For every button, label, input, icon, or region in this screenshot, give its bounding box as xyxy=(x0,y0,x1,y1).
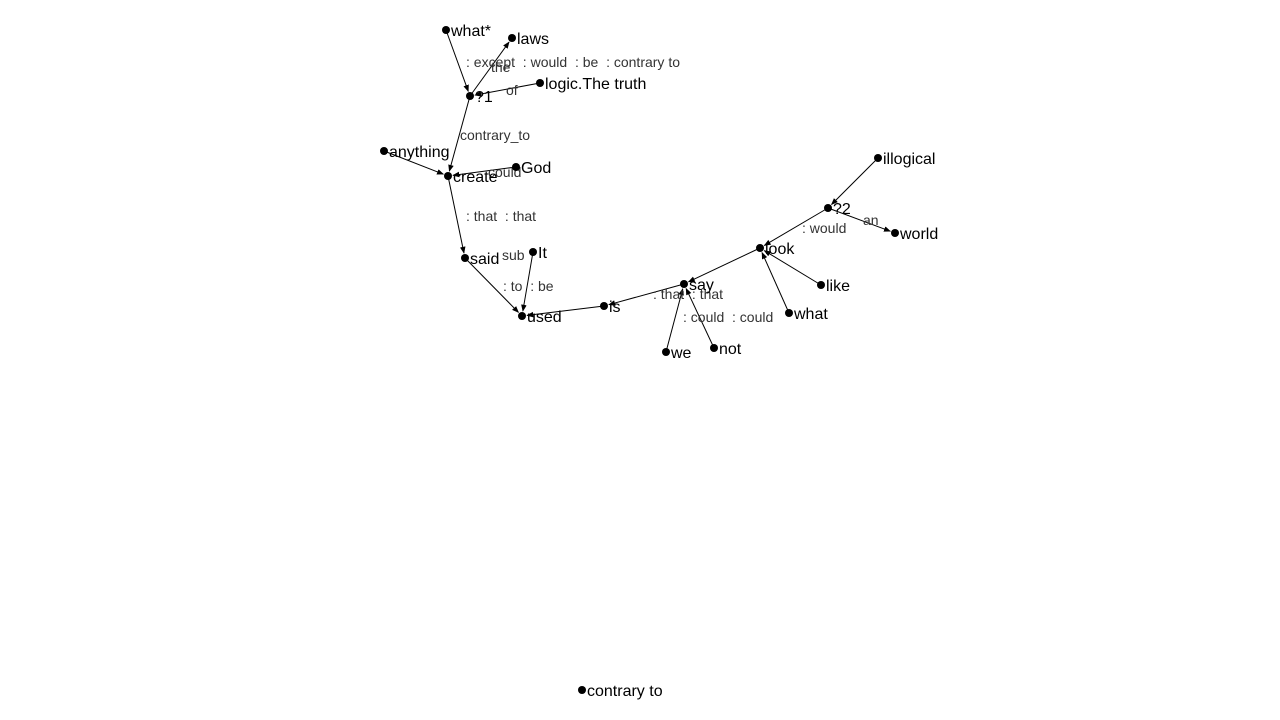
node-dot-anything xyxy=(380,147,388,155)
node-dot-it xyxy=(529,248,537,256)
node-label-used: used xyxy=(527,309,562,326)
node-dot-what xyxy=(785,309,793,317)
node-not[interactable]: not xyxy=(710,341,742,358)
ann-would: : would xyxy=(802,220,846,236)
edge-illogical-to-q2 xyxy=(832,158,878,204)
node-label-what: what xyxy=(793,306,828,323)
node-dot-say xyxy=(680,280,688,288)
node-label-q2: ?2 xyxy=(833,201,851,218)
node-dot-laws xyxy=(508,34,516,42)
node-dot-q1 xyxy=(466,92,474,100)
edge-what-to-look xyxy=(762,253,789,313)
node-dot-we xyxy=(662,348,670,356)
node-label-logic: logic.The truth xyxy=(545,76,646,93)
node-label-not: not xyxy=(719,341,742,358)
node-logic[interactable]: logic.The truth xyxy=(536,76,646,93)
edge-label-it-to-used: sub xyxy=(502,247,525,263)
node-create[interactable]: create xyxy=(444,169,498,186)
node-dot-said xyxy=(461,254,469,262)
node-label-is: is xyxy=(609,299,621,316)
node-label-god: God xyxy=(521,160,551,177)
node-dot-q2 xyxy=(824,204,832,212)
edge-label-logic-to-q1: of xyxy=(506,82,518,98)
node-dot-world xyxy=(891,229,899,237)
node-dot-is xyxy=(600,302,608,310)
node-dot-contrary_to_node xyxy=(578,686,586,694)
node-label-look: look xyxy=(765,241,795,258)
ann-could-could: : could : could xyxy=(683,309,773,325)
ann-to-be: : to : be xyxy=(503,278,554,294)
nodes-layer: what* laws ?1 logic.The truth anythingcreate… xyxy=(380,23,938,700)
node-contrary_to_node[interactable]: contrary to xyxy=(578,683,663,700)
node-anything[interactable]: anything xyxy=(380,144,450,161)
edge-label-q2-to-world: an xyxy=(863,212,879,228)
node-dot-logic xyxy=(536,79,544,87)
node-label-world: world xyxy=(899,226,938,243)
node-is[interactable]: is xyxy=(600,299,621,316)
node-label-we: we xyxy=(670,345,692,362)
node-label-laws: laws xyxy=(517,31,549,48)
node-dot-illogical xyxy=(874,154,882,162)
node-illogical[interactable]: illogical xyxy=(874,151,935,168)
edge-label-q1-to-create: contrary_to xyxy=(460,127,530,143)
node-label-illogical: illogical xyxy=(883,151,935,168)
node-label-it: It xyxy=(538,245,547,262)
node-label-like: like xyxy=(826,278,850,295)
node-like[interactable]: like xyxy=(817,278,850,295)
node-dot-god xyxy=(512,163,520,171)
node-label-q1: ?1 xyxy=(475,89,493,106)
node-label-contrary_to_node: contrary to xyxy=(587,683,663,700)
node-what_star[interactable]: what* xyxy=(442,23,491,40)
ann-that-that-1: : that : that xyxy=(466,208,536,224)
ann-except: : except : would : be : contrary to xyxy=(466,54,680,70)
edge-create-to-said xyxy=(448,176,464,253)
node-dot-look xyxy=(756,244,764,252)
node-q1[interactable]: ?1 xyxy=(466,89,493,106)
annotations-layer: : except : would : be : contrary to : tha… xyxy=(466,54,846,325)
node-label-anything: anything xyxy=(389,144,450,161)
node-used[interactable]: used xyxy=(518,309,562,326)
node-what[interactable]: what xyxy=(785,306,828,323)
node-dot-what_star xyxy=(442,26,450,34)
node-label-create: create xyxy=(453,169,498,186)
node-label-say: say xyxy=(689,277,714,294)
node-laws[interactable]: laws xyxy=(508,31,549,48)
node-label-what_star: what* xyxy=(450,23,491,40)
node-q2[interactable]: ?2 xyxy=(824,201,851,218)
node-dot-used xyxy=(518,312,526,320)
node-label-said: said xyxy=(470,251,499,268)
node-dot-like xyxy=(817,281,825,289)
node-we[interactable]: we xyxy=(662,345,692,362)
node-world[interactable]: world xyxy=(891,226,938,243)
node-dot-not xyxy=(710,344,718,352)
node-dot-create xyxy=(444,172,452,180)
node-look[interactable]: look xyxy=(756,241,795,258)
node-said[interactable]: said xyxy=(461,251,499,268)
